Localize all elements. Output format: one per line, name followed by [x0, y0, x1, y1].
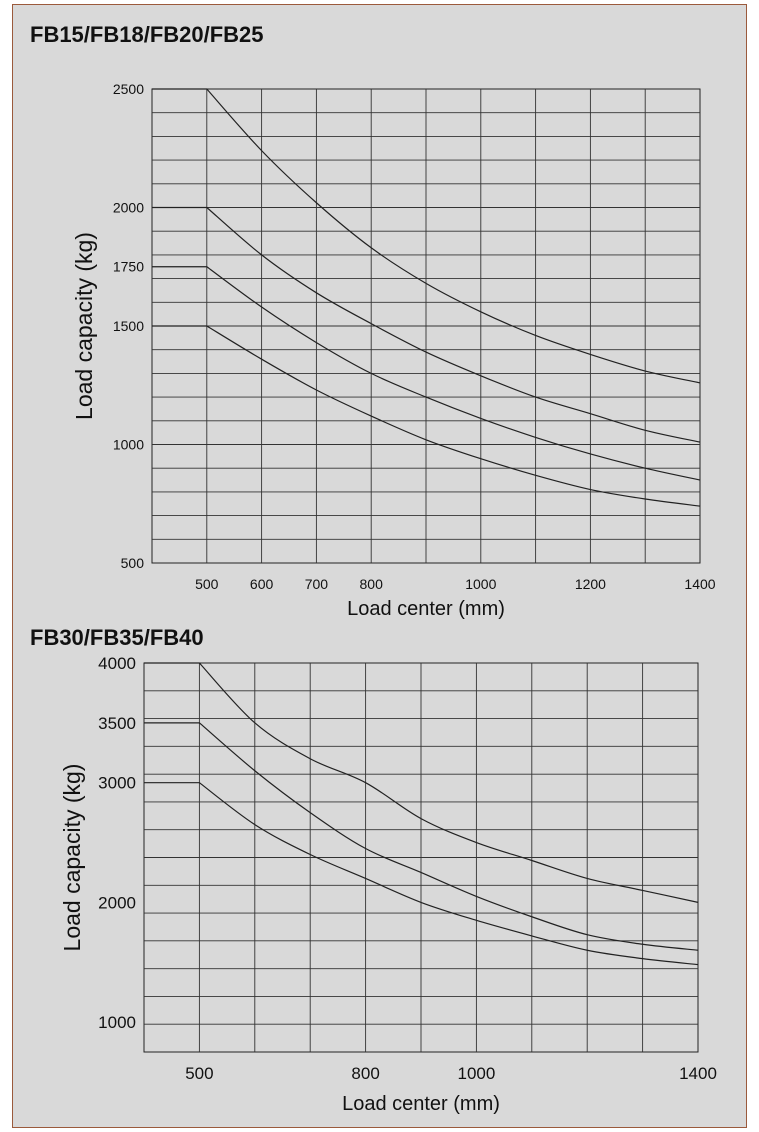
x-tick-label-1: 500 [195, 576, 219, 592]
y-axis-title-1: Load capacity (kg) [71, 232, 97, 420]
y-tick-label-2: 2000 [98, 893, 136, 912]
y-tick-label-1: 500 [121, 555, 145, 571]
y-tick-label-1: 2500 [113, 81, 144, 97]
x-tick-label-2: 800 [351, 1064, 379, 1083]
y-axis-title-2: Load capacity (kg) [59, 764, 85, 952]
series-line-2-0 [144, 662, 699, 903]
y-tick-label-1: 2000 [113, 199, 144, 215]
x-tick-label-1: 1000 [465, 576, 496, 592]
y-tick-label-1: 1750 [113, 259, 144, 275]
x-tick-label-1: 1200 [575, 576, 606, 592]
series-line-2-1 [144, 722, 699, 951]
y-tick-label-2: 3000 [98, 774, 136, 793]
x-tick-label-1: 600 [250, 576, 274, 592]
x-tick-label-2: 1400 [679, 1064, 717, 1083]
chart-title-1: FB15/FB18/FB20/FB25 [30, 22, 264, 47]
series-line-1-2 [152, 266, 701, 481]
chart-title-2: FB30/FB35/FB40 [30, 625, 204, 650]
x-tick-label-1: 1400 [684, 576, 715, 592]
series-line-1-1 [152, 206, 701, 443]
y-tick-label-2: 1000 [98, 1013, 136, 1032]
series-line-1-0 [152, 88, 701, 384]
x-axis-title-1: Load center (mm) [347, 598, 505, 620]
x-tick-label-1: 700 [305, 576, 329, 592]
y-tick-label-2: 3500 [98, 714, 136, 733]
y-tick-label-1: 1000 [113, 436, 144, 452]
x-axis-title-2: Load center (mm) [342, 1093, 500, 1115]
series-line-1-3 [152, 325, 701, 507]
y-tick-label-1: 1500 [113, 318, 144, 334]
x-tick-label-2: 500 [185, 1064, 213, 1083]
x-tick-label-2: 1000 [457, 1064, 495, 1083]
x-tick-label-1: 800 [360, 576, 384, 592]
y-tick-label-2: 4000 [98, 654, 136, 673]
series-line-2-2 [144, 782, 699, 966]
